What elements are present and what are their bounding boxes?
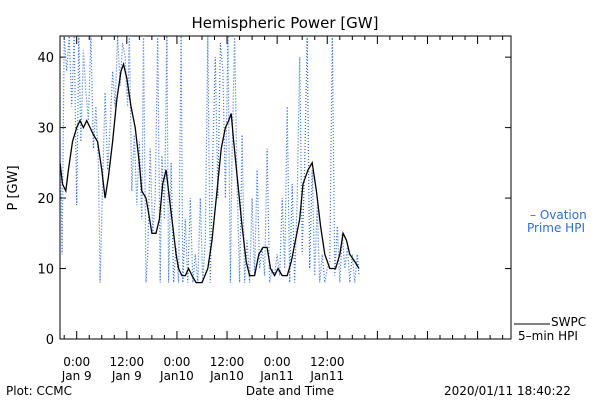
x-tick-time-label: 0:00 bbox=[63, 355, 90, 369]
x-tick-date-label: Jan11 bbox=[259, 369, 294, 383]
series-layer bbox=[60, 36, 360, 284]
x-tick-date-label: Jan 9 bbox=[61, 369, 92, 383]
footer-timestamp: 2020/01/11 18:40:22 bbox=[444, 384, 571, 398]
plot-frame bbox=[59, 35, 512, 340]
x-tick-date-label: Jan 9 bbox=[111, 369, 142, 383]
x-tick-time-label: 12:00 bbox=[210, 355, 245, 369]
y-tick-label: 10 bbox=[37, 263, 54, 278]
x-tick-date-label: Jan10 bbox=[159, 369, 194, 383]
y-axis: 0 10 20 30 40 bbox=[37, 51, 511, 348]
x-tick-time-label: 0:00 bbox=[163, 355, 190, 369]
x-axis-label: Date and Time bbox=[246, 384, 334, 398]
x-tick-date-label: Jan10 bbox=[209, 369, 244, 383]
y-tick-label: 20 bbox=[37, 192, 54, 207]
y-tick-label: 30 bbox=[37, 122, 54, 137]
y-tick-label: 40 bbox=[37, 51, 54, 66]
y-axis-label: P [GW] bbox=[6, 165, 21, 210]
chart-title: Hemispheric Power [GW] bbox=[192, 14, 379, 32]
x-tick-time-label: 12:00 bbox=[110, 355, 145, 369]
x-tick-time-label: 12:00 bbox=[310, 355, 345, 369]
series-swpc-line bbox=[60, 61, 360, 284]
x-tick-time-label: 0:00 bbox=[264, 355, 291, 369]
x-tick-date-label: Jan11 bbox=[309, 369, 344, 383]
y-tick-label: 0 bbox=[46, 333, 54, 348]
legend-ovation-line2: Prime HPI bbox=[527, 221, 585, 235]
legend-swpc-line2: 5–min HPI bbox=[518, 329, 578, 343]
footer-credit: Plot: CCMC bbox=[6, 384, 72, 398]
legend-swpc-line1: SWPC bbox=[551, 315, 586, 329]
legend-ovation-line1: – Ovation bbox=[530, 208, 587, 222]
